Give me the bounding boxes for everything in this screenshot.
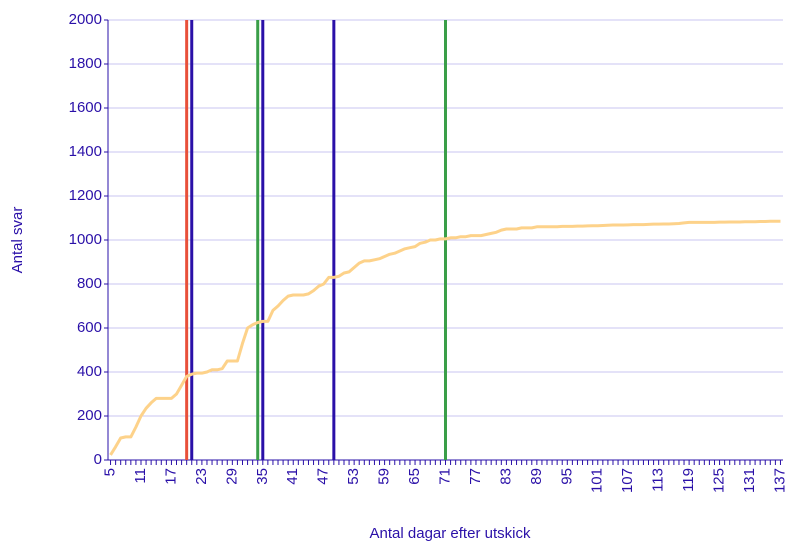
x-tick-label: 83 [497,468,514,485]
x-tick-label: 125 [711,468,728,493]
x-tick-label: 47 [315,468,332,485]
x-tick-label: 77 [467,468,484,485]
y-tick-label: 200 [77,407,102,424]
y-tick-label: 600 [77,319,102,336]
x-axis-title: Antal dagar efter utskick [370,525,531,542]
y-tick-label: 1600 [69,99,102,116]
y-tick-label: 1200 [69,187,102,204]
x-tick-label: 101 [589,468,606,493]
x-tick-label: 59 [376,468,393,485]
x-tick-label: 5 [102,468,119,476]
x-tick-label: 41 [284,468,301,485]
x-tick-label: 137 [771,468,785,493]
x-tick-label: 95 [558,468,575,485]
x-tick-label: 71 [436,468,453,485]
y-tick-label: 2000 [69,11,102,28]
x-tick-label: 29 [223,468,240,485]
x-tick-label: 53 [345,468,362,485]
x-tick-label: 65 [406,468,423,485]
x-tick-label: 23 [193,468,210,485]
x-tick-label: 11 [132,468,149,484]
y-tick-label: 0 [94,451,102,468]
data-line [109,219,781,456]
x-tick-label: 17 [162,468,179,485]
x-tick-label: 35 [254,468,271,485]
y-axis-title: Antal svar [9,207,26,274]
x-tick-label: 119 [680,468,697,492]
y-tick-label: 800 [77,275,102,292]
x-tick-label: 107 [619,468,636,493]
y-tick-label: 1800 [69,55,102,72]
y-tick-label: 1000 [69,231,102,248]
x-tick-label: 131 [741,468,758,493]
y-tick-label: 400 [77,363,102,380]
x-tick-label: 89 [528,468,545,485]
y-tick-label: 1400 [69,143,102,160]
x-tick-label: 113 [650,468,667,492]
